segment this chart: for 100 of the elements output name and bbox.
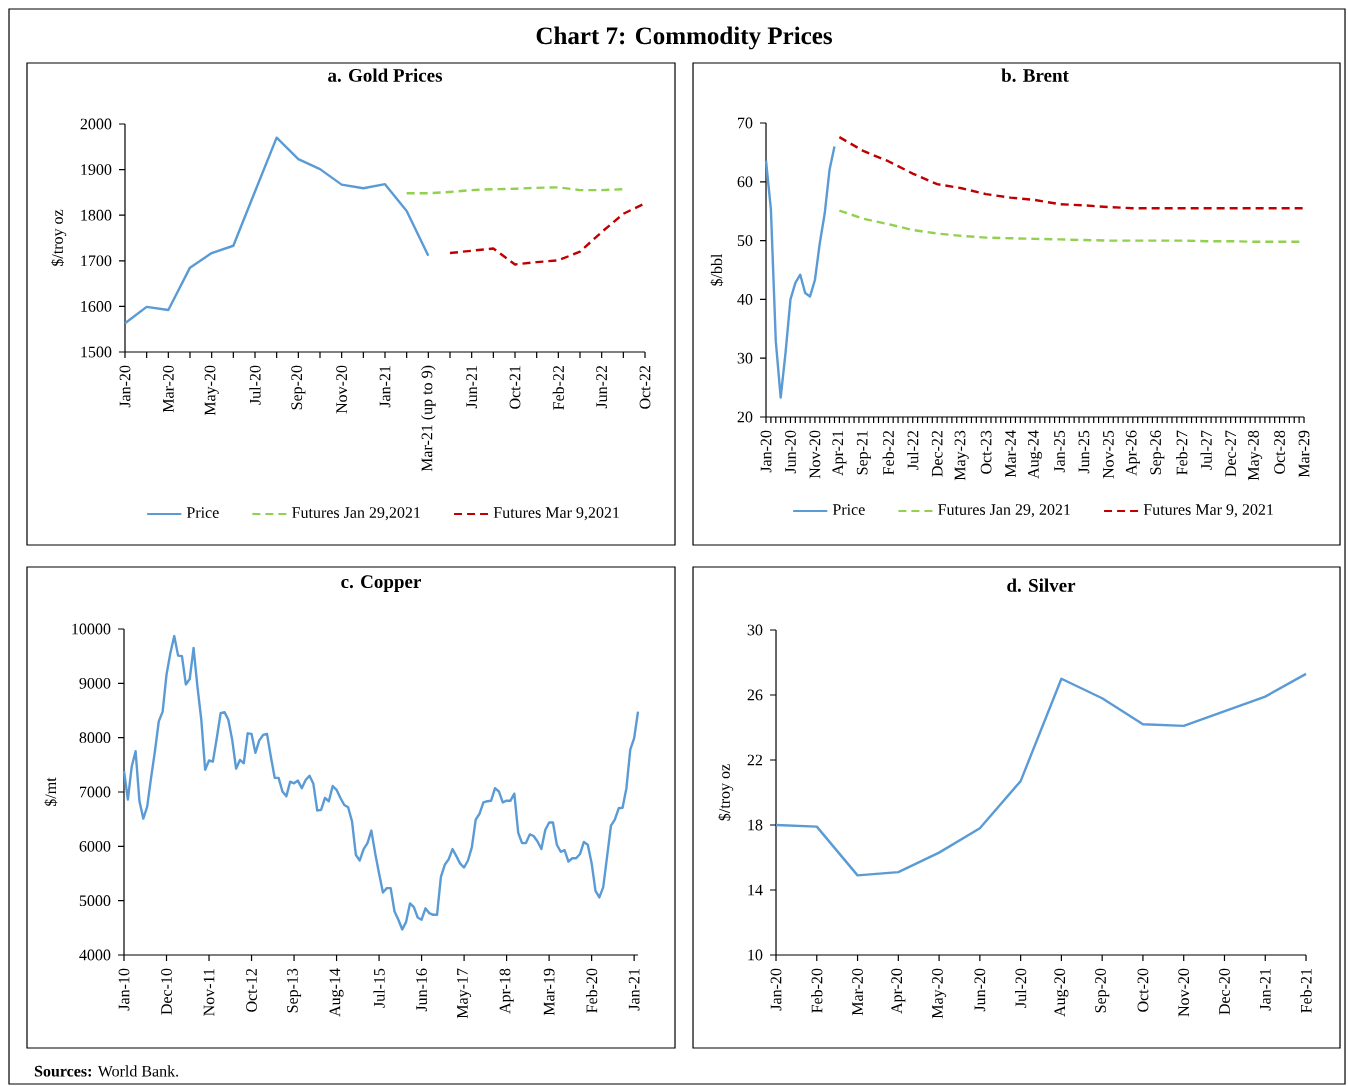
x-tick-label: Jul-20 [1015,968,1027,1008]
x-tick-label: Apr-21 [832,431,847,476]
chart-title: a. Gold Prices [328,68,443,82]
y-axis-title: $/troy oz [718,764,734,821]
x-tick-label: Jun-22 [596,365,608,409]
y-tick-label: 26 [747,689,763,701]
x-tick-label: Jun-25 [1078,430,1090,474]
line-series [122,634,640,931]
x-tick-label: Oct-22 [639,365,651,409]
x-tick-label: Jan-21 [379,366,391,408]
x-tick-label: Apr-26 [1125,430,1140,476]
x-tick-label: Feb-27 [1176,430,1188,475]
x-tick-label: Sep-20 [1095,968,1110,1013]
x-tick-label: Jul-22 [907,430,919,470]
y-tick-label: 1900 [81,164,112,175]
x-tick-label: Apr-18 [499,968,514,1014]
x-tick-label: Jan-20 [760,430,772,473]
chart-title: b. Brent [1001,68,1069,82]
y-tick-label: 1700 [81,255,112,267]
y-tick-label: 40 [737,294,753,305]
x-tick-label: Oct-23 [980,430,992,474]
x-tick-label: Jan-20 [770,968,782,1011]
y-tick-label: 14 [748,884,763,896]
x-tick-label: Sep-21 [856,431,871,475]
x-tick-label: Feb-20 [586,968,598,1013]
x-tick-label: Oct-28 [1274,430,1285,474]
x-tick-label: Dec-27 [1225,430,1237,477]
x-tick-label: Jun-16 [416,968,427,1012]
x-tick-label: Feb-20 [811,968,823,1013]
x-tick-label: Jan-20 [119,365,131,408]
x-tick-label: Oct-12 [246,968,257,1012]
x-tick-label: Mar-20 [162,365,174,413]
line-series [764,145,836,399]
chart-title: d. Silver [1007,578,1076,592]
x-tick-label: Jul-20 [249,365,261,405]
y-tick-label: 7000 [80,786,111,798]
x-tick-label: Nov-20 [1178,968,1190,1017]
x-tick-label: Aug-14 [329,968,344,1017]
x-tick-label: Mar-20 [852,968,863,1016]
x-tick-label: Dec-22 [931,430,943,477]
x-tick-label: Nov-11 [203,969,215,1016]
x-tick-label: Nov-20 [336,365,348,414]
x-tick-label: Jun-20 [785,430,796,474]
y-tick-label: 70 [738,117,753,129]
x-tick-label: May-23 [954,430,969,481]
y-tick-label: 9000 [79,677,111,689]
y-tick-label: 8000 [79,732,111,744]
x-tick-label: Jan-25 [1054,430,1065,473]
x-tick-label: Sep-26 [1150,430,1165,475]
x-tick-label: Dec-10 [161,968,172,1015]
y-tick-label: 1500 [81,346,112,358]
x-tick-label: May-17 [457,968,472,1019]
x-tick-label: Aug-24 [1027,430,1043,479]
y-tick-label: 5000 [79,895,111,907]
x-tick-label: Feb-21 [1300,969,1312,1013]
x-tick-label: Nov-25 [1103,430,1114,479]
y-axis-title: $/mt [44,777,58,806]
x-tick-label: Apr-20 [891,968,906,1014]
y-tick-label: 22 [747,754,763,766]
x-tick-label: Nov-20 [809,430,821,479]
x-tick-label: Jun-20 [974,968,986,1012]
legend-label: Futures Mar 9, 2021 [1143,504,1273,518]
x-tick-label: Feb-22 [882,430,894,475]
x-tick-label: Jan-21 [628,969,640,1011]
y-tick-label: 2000 [80,118,112,130]
legend-label: Futures Mar 9,2021 [493,507,619,521]
text: Sources: World Bank. [34,1065,179,1077]
x-tick-label: Sep-20 [291,365,306,410]
y-tick-label: 60 [737,176,753,188]
y-tick-label: 10 [748,949,763,961]
y-tick-label: 6000 [79,840,111,852]
x-tick-label: Jan-21 [1259,969,1271,1011]
line-series [123,136,430,325]
x-tick-label: Jan-10 [118,968,130,1011]
y-tick-label: 18 [748,819,763,831]
y-tick-label: 50 [737,235,753,246]
y-axis-title: $/troy oz [51,209,67,266]
legend-label: Price [832,504,865,515]
y-tick-label: 30 [747,624,763,636]
x-tick-label: Sep-13 [287,968,302,1013]
y-axis-title: $/bbl [710,253,724,286]
text: Chart 7: Commodity Prices [536,26,832,50]
x-tick-label: Mar-21 (up to 9) [421,365,436,472]
x-tick-label: Mar-24 [1005,430,1016,478]
legend-label: Futures Jan 29, 2021 [938,504,1070,518]
x-tick-label: May-28 [1248,430,1263,481]
y-tick-label: 20 [737,411,753,423]
x-tick-label: Mar-29 [1298,430,1310,478]
x-tick-label: Dec-20 [1219,968,1230,1015]
x-tick-label: May-20 [204,365,219,416]
x-tick-label: Jun-21 [466,366,478,409]
x-tick-label: Jul-27 [1200,430,1212,470]
chart-title: c. Copper [341,575,421,592]
x-tick-label: Aug-20 [1054,968,1069,1017]
x-tick-label: Feb-22 [552,365,564,410]
y-tick-label: 4000 [79,949,111,961]
x-tick-label: Oct-21 [509,366,521,409]
x-tick-label: Jul-15 [373,968,385,1008]
legend-label: Futures Jan 29,2021 [292,507,420,521]
y-tick-label: 10000 [72,623,111,635]
